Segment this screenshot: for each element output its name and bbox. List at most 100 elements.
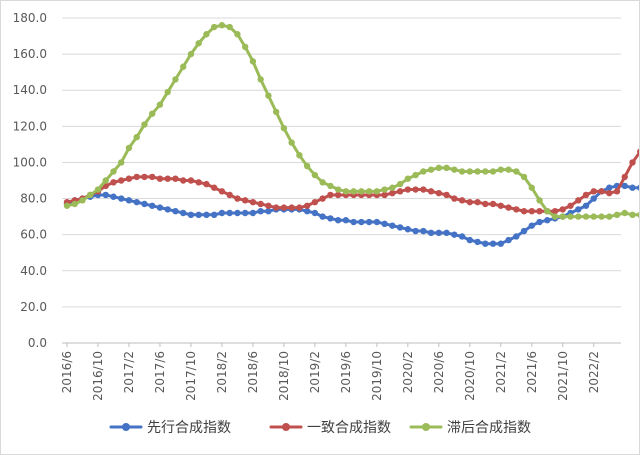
data-point [575,197,582,204]
data-point [513,168,520,175]
data-point [226,209,233,217]
legend-swatch-marker [282,423,290,431]
data-point [257,76,264,83]
data-point [482,200,489,208]
data-point [87,191,94,199]
data-point [118,159,125,166]
data-point [257,207,264,215]
legend-item: 滞后合成指数 [409,420,531,436]
data-point [149,173,156,181]
data-point [575,213,582,220]
data-point [195,40,202,47]
x-tick-label: 2019/10 [370,351,384,401]
series-2 [63,148,639,215]
y-tick-label: 180.0 [13,11,47,25]
data-point [551,207,559,215]
data-point [582,213,590,220]
data-point [427,229,435,237]
data-point [606,184,613,191]
data-point [125,197,133,204]
data-point [311,198,319,206]
data-point [203,211,210,219]
data-point [350,188,357,195]
x-tick-label: 2021/6 [525,351,539,393]
data-point [195,211,202,219]
data-point [536,207,543,215]
data-point [513,233,520,240]
data-point [404,175,412,182]
data-point [497,202,504,209]
data-point [180,209,187,217]
data-point [288,204,295,211]
data-point [427,188,435,195]
legend-label: 滞后合成指数 [447,420,531,436]
data-point [381,186,388,193]
data-point [241,209,249,217]
data-point [303,162,311,170]
data-point [133,133,140,141]
data-point [187,50,195,58]
data-point [265,92,272,99]
legend-item: 先行合成指数 [109,420,231,436]
data-point [102,191,109,199]
data-point [164,88,171,96]
data-point [280,124,288,132]
data-point [373,188,381,195]
y-tick-label: 0.0 [28,336,47,350]
data-point [606,213,613,220]
data-point [141,121,148,128]
data-point [203,31,210,38]
data-point [272,108,280,116]
data-point [420,186,427,193]
data-point [164,175,171,182]
data-point [249,58,257,65]
data-point [234,209,241,217]
data-point [303,207,311,215]
data-point [296,152,303,159]
data-point [226,23,233,31]
data-point [164,206,171,213]
data-point [63,202,71,209]
data-point [288,139,295,146]
data-point [404,226,412,233]
data-point [272,204,280,211]
data-point [451,231,458,238]
y-tick-label: 140.0 [13,83,47,97]
x-tick-label: 2017/2 [122,351,136,393]
x-axis-ticks: 2016/6 2016/10 2017/2 2017/6 2017/10 2018/2 20… [60,343,601,401]
data-point [334,217,342,224]
data-point [389,184,396,191]
data-point [590,188,597,195]
data-point [420,168,427,175]
data-point [520,227,528,235]
data-point [110,193,117,200]
data-point [149,110,156,117]
legend: 先行合成指数 一致合成指数 滞后合成指数 [109,420,531,436]
data-point [172,76,179,83]
data-point [621,182,628,190]
data-point [156,175,164,182]
data-point [257,200,264,208]
data-point [443,164,450,172]
data-point [342,217,350,224]
data-point [79,197,86,204]
data-point [141,200,148,208]
data-point [466,168,474,175]
data-point [118,195,125,202]
data-point [156,204,164,211]
data-point [520,173,528,181]
data-point [396,188,404,195]
data-point [187,177,195,184]
data-point [443,191,450,199]
data-point [342,188,350,195]
x-tick-label: 2020/2 [401,351,415,393]
data-point [156,101,164,108]
data-point [606,189,613,197]
data-point [327,191,334,199]
data-point [482,168,489,175]
data-point [172,175,179,182]
data-point [474,198,481,206]
data-point [110,168,117,175]
